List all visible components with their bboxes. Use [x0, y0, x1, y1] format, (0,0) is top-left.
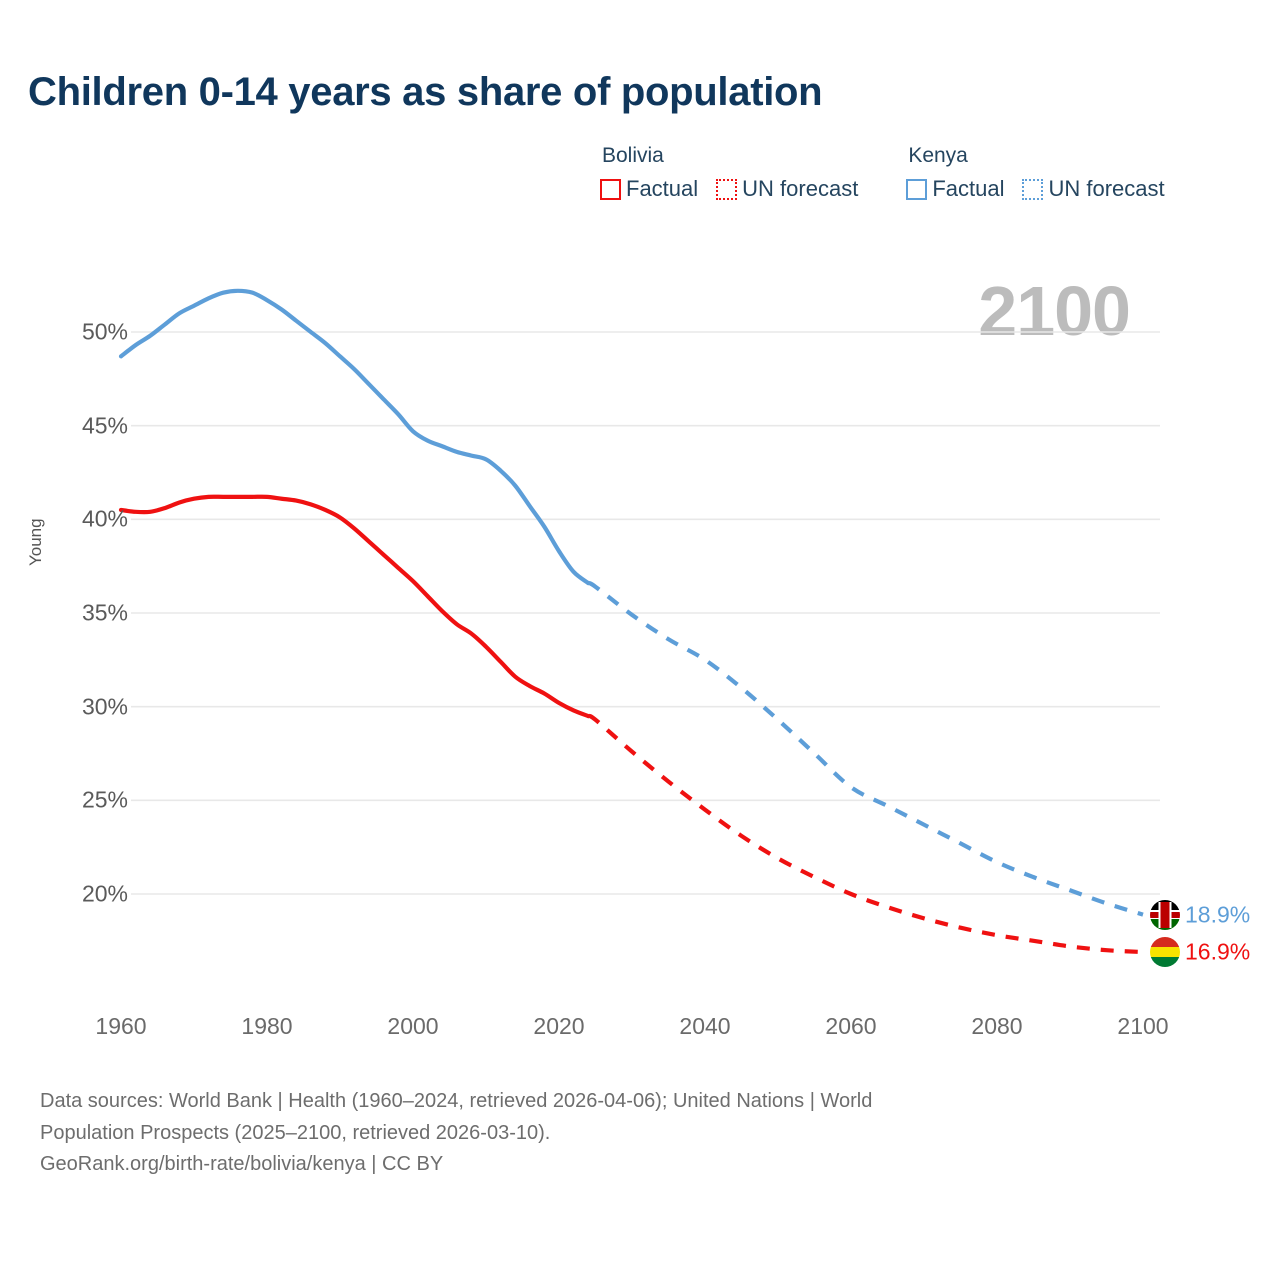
chart-legend: Bolivia Factual UN forecast Kenya Factua… [600, 144, 1165, 202]
x-tick-label: 2100 [1117, 1013, 1169, 1039]
legend-country-kenya: Kenya [908, 144, 968, 167]
footer-sources: Data sources: World Bank | Health (1960–… [40, 1086, 1160, 1181]
y-tick-label: 50% [81, 318, 128, 345]
kenya-shield-icon [1158, 901, 1172, 928]
legend-label-kenya-forecast: UN forecast [1048, 176, 1165, 201]
kenya-flag [1150, 899, 1180, 930]
y-tick-label: 25% [81, 786, 128, 813]
y-tick-label: 40% [81, 505, 128, 532]
y-tick-label: 20% [81, 880, 128, 907]
legend-item-kenya-factual[interactable]: Factual [906, 176, 1004, 202]
footer-line-3: GeoRank.org/birth-rate/bolivia/kenya | C… [40, 1153, 444, 1176]
x-tick-label: 1980 [241, 1013, 293, 1039]
x-tick-label: 2020 [533, 1013, 585, 1039]
x-tick-label: 2000 [387, 1013, 439, 1039]
legend-item-kenya-forecast[interactable]: UN forecast [1022, 176, 1165, 202]
footer-line-2: Population Prospects (2025–2100, retriev… [40, 1121, 551, 1144]
legend-swatch-solid-icon [600, 178, 621, 200]
footer-line-1: Data sources: World Bank | Health (1960–… [40, 1090, 873, 1112]
x-tick-label: 2060 [825, 1013, 877, 1039]
legend-row-bolivia: Factual UN forecast [600, 176, 858, 202]
end-label-bolivia: 16.9% [1185, 938, 1251, 965]
legend-label-bolivia-forecast: UN forecast [742, 176, 859, 201]
legend-item-bolivia-factual[interactable]: Factual [600, 176, 698, 202]
legend-swatch-solid-icon [906, 178, 928, 200]
legend-group-kenya: Kenya Factual UN forecast [906, 144, 1165, 202]
year-watermark: 2100 [978, 272, 1131, 350]
y-tick-label: 45% [81, 412, 128, 439]
x-tick-label: 2040 [679, 1013, 731, 1039]
legend-group-bolivia: Bolivia Factual UN forecast [600, 144, 858, 202]
end-label-kenya: 18.9% [1185, 901, 1251, 928]
y-tick-label: 35% [81, 599, 128, 626]
y-tick-label: 30% [81, 693, 128, 720]
legend-item-bolivia-forecast[interactable]: UN forecast [716, 176, 858, 202]
bolivia-flag [1150, 937, 1180, 968]
legend-label-bolivia-factual: Factual [626, 176, 699, 201]
page-title: Children 0-14 years as share of populati… [28, 70, 823, 114]
legend-swatch-dotted-icon [1022, 178, 1044, 200]
legend-label-kenya-factual: Factual [932, 176, 1005, 201]
legend-row-kenya: Factual UN forecast [906, 176, 1165, 202]
x-tick-label: 1960 [95, 1013, 147, 1039]
x-tick-label: 2080 [971, 1013, 1023, 1039]
legend-country-bolivia: Bolivia [602, 144, 664, 167]
legend-swatch-dotted-icon [716, 178, 738, 200]
